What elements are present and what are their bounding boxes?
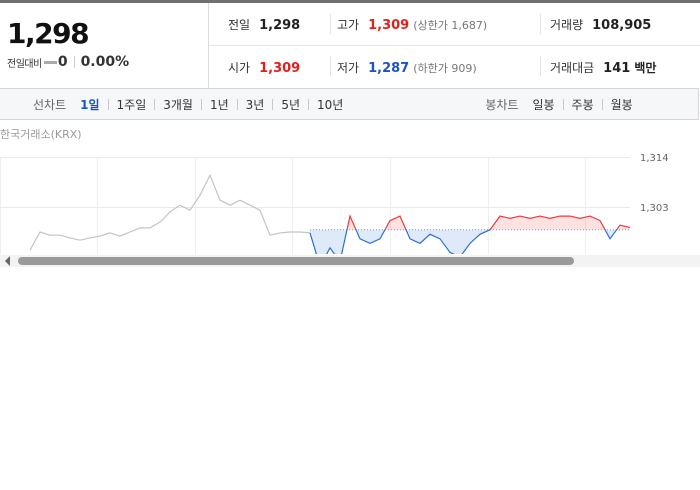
stats-grid: 전일 1,298 고가 1,309 (상한가 1,687) 거래량 108,905 시가 1,3… — [209, 3, 700, 88]
period-tab[interactable]: 3개월 — [163, 97, 193, 112]
col-divider — [330, 14, 331, 34]
tab-separator — [107, 98, 109, 110]
period-tab[interactable]: 3년 — [245, 97, 265, 112]
plot-area: 1,314 1,303 1,292 — [0, 153, 669, 264]
tab-separator — [601, 98, 603, 110]
tab-separator — [272, 98, 274, 110]
stat-value: 1,298 — [259, 18, 301, 33]
period-tab[interactable]: 1주일 — [116, 97, 147, 112]
candle-chart-tabs: 봉차트 일봉 주봉 월봉 — [485, 96, 632, 113]
period-tab[interactable]: 1일 — [80, 97, 100, 112]
stat-label: 거래대금 — [550, 61, 595, 75]
change-row: 전일대비 0 0.00% — [7, 54, 129, 70]
stat-cell: 고가 1,309 (상한가 1,687) — [337, 16, 487, 33]
price-line — [309, 214, 631, 254]
scrollbar-thumb[interactable] — [18, 257, 574, 265]
price-chart: 한국거래소(KRX) 1,314 1,303 1,292 — [0, 128, 700, 267]
stat-cell: 시가 1,309 — [228, 59, 300, 76]
stat-label: 저가 — [337, 61, 360, 75]
tab-separator — [562, 98, 564, 110]
current-price: 1,298 — [7, 17, 90, 50]
price-summary: 1,298 전일대비 0 0.00% — [0, 3, 209, 88]
stat-value: 1,309 — [368, 18, 410, 33]
y-tick-label: 1,314 — [640, 153, 669, 164]
change-value: 0 — [57, 54, 68, 70]
tab-separator — [200, 98, 202, 110]
stat-label: 고가 — [337, 18, 360, 32]
change-label: 전일대비 — [7, 58, 42, 70]
period-tab[interactable]: 10년 — [317, 97, 344, 112]
stat-cell: 전일 1,298 — [228, 16, 300, 33]
change-percent: 0.00% — [80, 54, 130, 70]
period-tab[interactable]: 주봉 — [571, 97, 594, 112]
period-tab[interactable]: 일봉 — [532, 97, 555, 112]
tab-group-label: 선차트 — [33, 97, 67, 112]
stat-note: (상한가 1,687) — [413, 19, 488, 32]
stat-note: (하한가 909) — [413, 62, 477, 75]
tab-separator — [236, 98, 238, 110]
stat-value: 108,905 — [592, 18, 652, 33]
flat-icon — [43, 60, 57, 64]
stat-cell: 거래대금 141 백만 — [550, 59, 656, 76]
chart-tabs: 선차트 1일 1주일 3개월 1년 3년 5년 10년 봉차트 일봉 주봉 월봉 — [0, 88, 699, 120]
stat-label: 전일 — [228, 18, 251, 32]
tab-group-label: 봉차트 — [485, 97, 519, 112]
period-tab[interactable]: 1년 — [209, 97, 229, 112]
col-divider — [330, 56, 331, 76]
tab-separator — [154, 98, 156, 110]
data-source: 한국거래소(KRX) — [0, 128, 82, 141]
top-bar — [0, 0, 700, 3]
scroll-left-arrow[interactable] — [5, 256, 10, 266]
separator — [73, 56, 75, 68]
y-tick-label: 1,292 — [640, 253, 669, 264]
tab-separator — [308, 98, 310, 110]
period-tab[interactable]: 월봉 — [610, 97, 633, 112]
stat-label: 시가 — [228, 61, 251, 75]
stat-cell: 거래량 108,905 — [550, 16, 651, 33]
y-tick-label: 1,303 — [640, 203, 669, 214]
stat-value: 1,309 — [259, 61, 301, 76]
price-line — [29, 173, 311, 251]
stat-unit: 백만 — [634, 61, 657, 75]
stat-value: 1,287 — [368, 61, 410, 76]
stat-value: 141 — [603, 61, 631, 76]
stat-cell: 저가 1,287 (하한가 909) — [337, 59, 477, 76]
line-chart-tabs: 선차트 1일 1주일 3개월 1년 3년 5년 10년 — [33, 96, 343, 113]
area — [310, 216, 630, 254]
period-tab[interactable]: 5년 — [281, 97, 301, 112]
row-divider — [209, 45, 700, 46]
stat-label: 거래량 — [550, 18, 584, 32]
col-divider — [540, 56, 541, 76]
col-divider — [540, 14, 541, 34]
